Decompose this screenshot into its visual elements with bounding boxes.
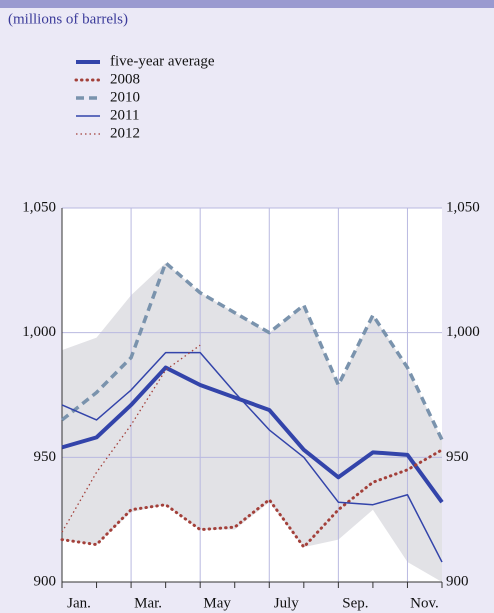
legend-label: 2011 (110, 107, 139, 123)
series-line (61, 351, 443, 563)
x-tick-label: Mar. (134, 595, 162, 611)
legend-label: five-year average (110, 53, 215, 69)
legend-label: 2010 (110, 89, 140, 105)
header-bar (0, 0, 494, 8)
series-line (60, 261, 444, 441)
y-tick-label: 1,050 (22, 199, 56, 215)
x-tick-label: May (203, 595, 231, 611)
chart-subtitle: (millions of barrels) (8, 11, 128, 27)
y-tick-label: 1,000 (22, 324, 56, 340)
series-line (61, 365, 444, 504)
x-tick-label: July (274, 595, 300, 611)
legend-label: 2008 (110, 71, 140, 87)
x-tick-label: Sep. (342, 595, 368, 611)
y2-tick-label: 1,050 (446, 199, 480, 215)
y-tick-label: 900 (34, 573, 57, 589)
legend-label: 2012 (110, 125, 140, 141)
series-line (60, 448, 444, 549)
series-line (61, 344, 201, 533)
y2-tick-label: 950 (446, 449, 469, 465)
x-tick-label: Jan. (67, 595, 91, 611)
y2-tick-label: 1,000 (446, 324, 480, 340)
y-tick-label: 950 (34, 449, 57, 465)
x-tick-label: Nov. (410, 595, 439, 611)
y2-tick-label: 900 (446, 573, 469, 589)
